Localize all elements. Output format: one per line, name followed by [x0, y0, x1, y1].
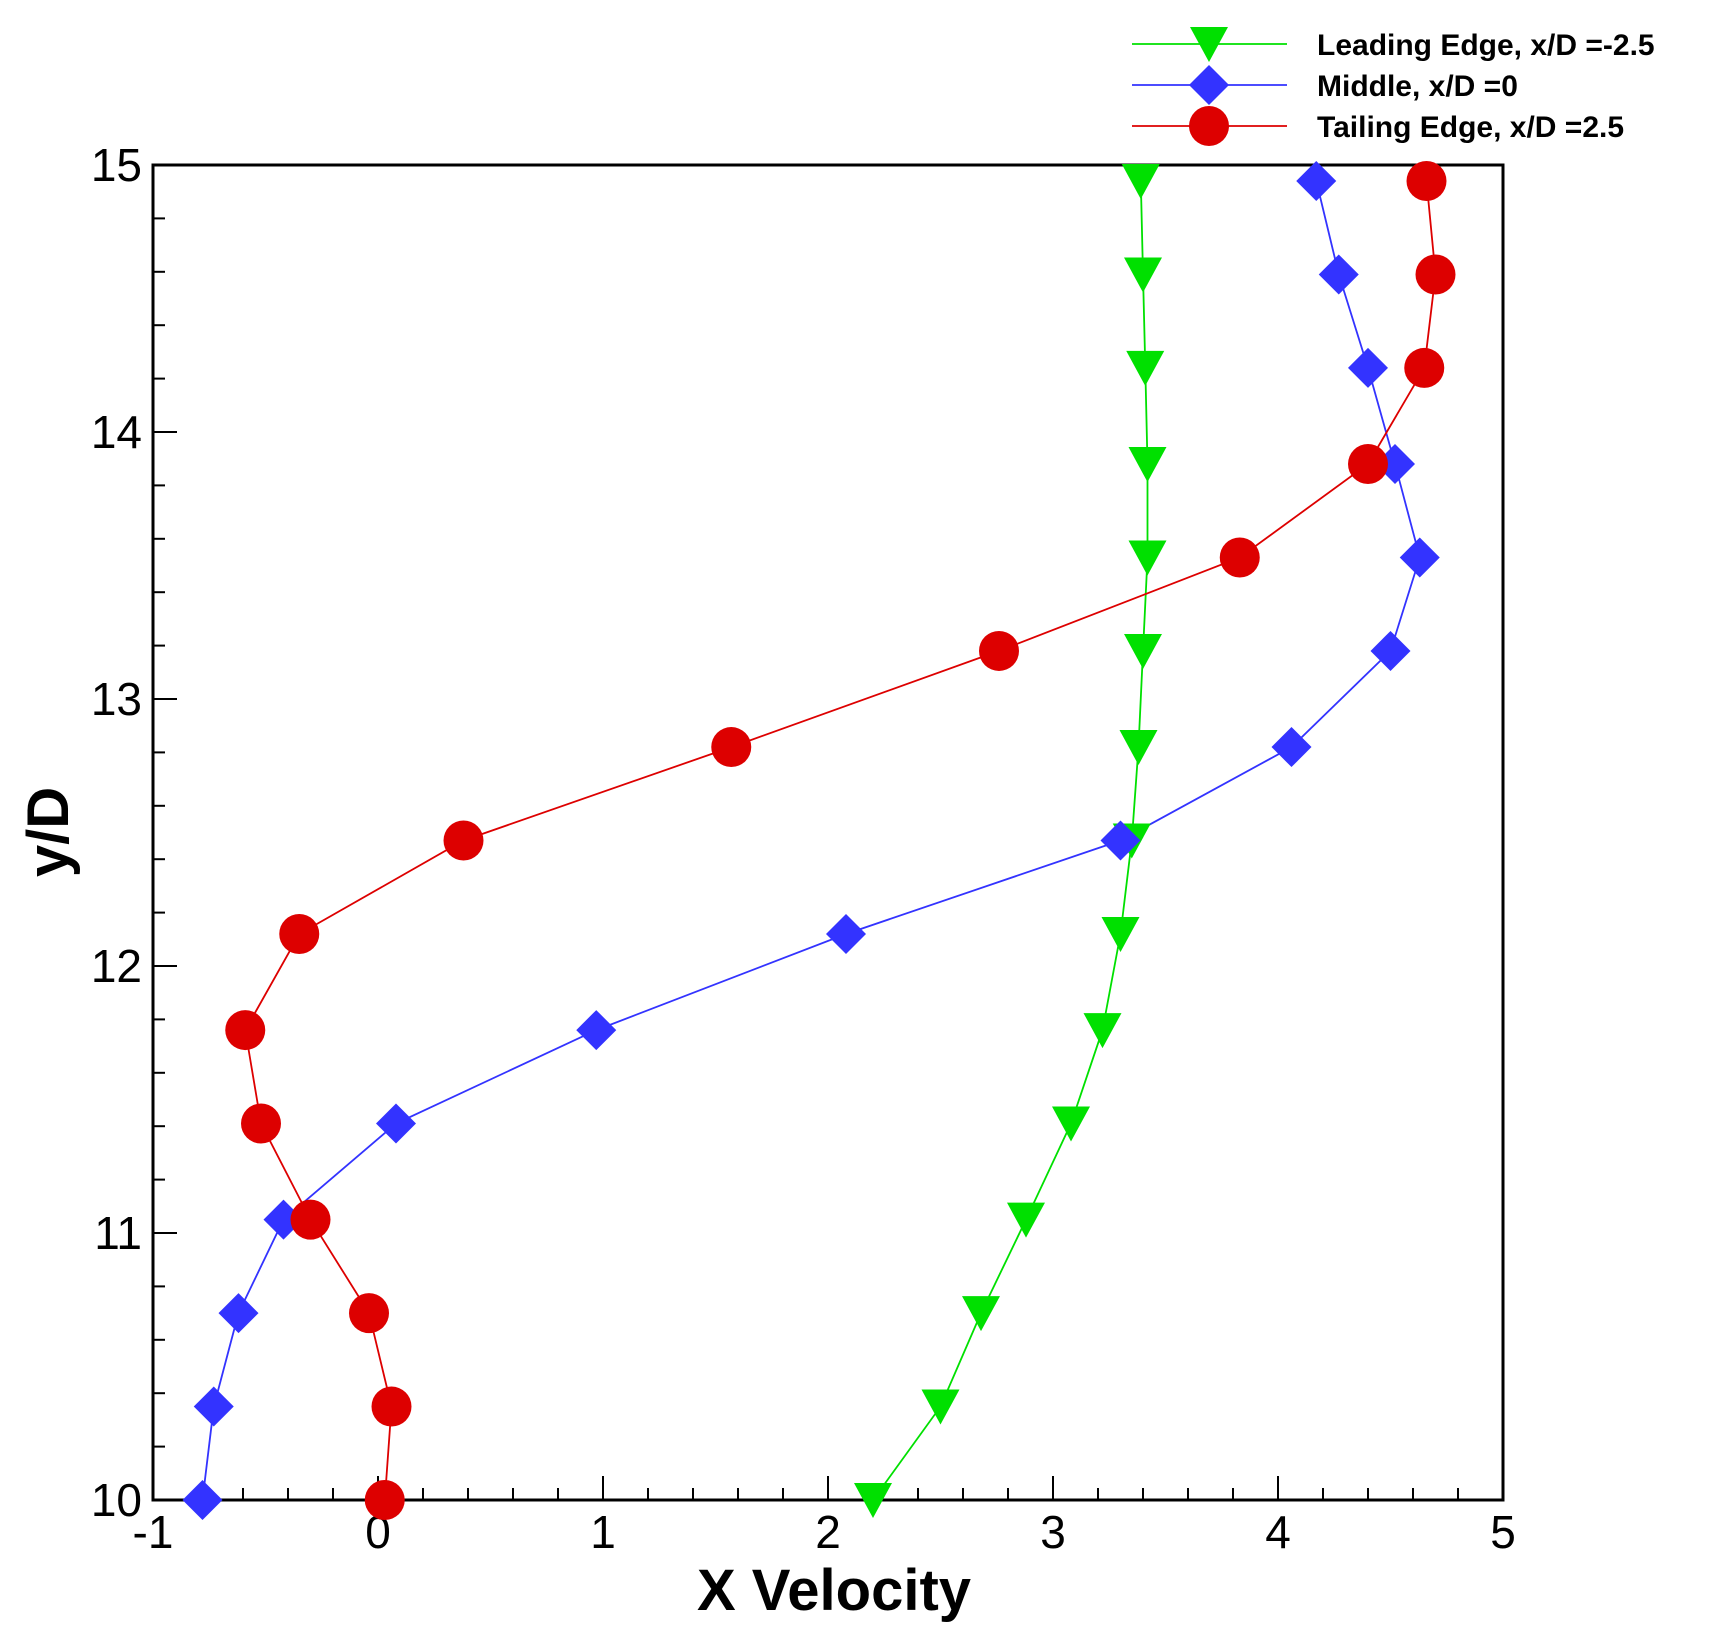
y-tick-label: 11	[94, 1207, 142, 1259]
series-2-point	[290, 1199, 331, 1240]
legend-marker-2	[1189, 106, 1229, 146]
x-tick-label: -1	[133, 1506, 174, 1558]
legend-label-0: Leading Edge, x/D =-2.5	[1317, 29, 1655, 62]
y-tick-label: 12	[91, 940, 142, 992]
series-2-point	[364, 1480, 405, 1520]
series-0-point	[1121, 164, 1160, 200]
x-tick-label: 3	[1040, 1506, 1066, 1558]
series-1-point	[826, 913, 866, 954]
series-line-2	[244, 180, 1437, 1501]
y-tick-label: 13	[91, 673, 142, 725]
minor-ticks	[152, 164, 1504, 1501]
series-0-point	[962, 1296, 1000, 1332]
series-2-point	[1219, 537, 1260, 578]
series-1-point	[1271, 727, 1312, 768]
legend-marker-0	[1190, 27, 1228, 62]
y-tick-label: 10	[91, 1474, 142, 1526]
series-1-point	[193, 1386, 234, 1427]
series-0-point	[1128, 540, 1167, 576]
x-tick-label: 5	[1490, 1506, 1516, 1558]
series-2-point	[443, 820, 484, 861]
series-1-point	[218, 1293, 259, 1334]
series-0-point	[1126, 350, 1165, 386]
series-2-point	[279, 913, 320, 954]
series-1-point	[1370, 630, 1411, 671]
series-0-point	[1101, 916, 1140, 952]
series-1-point	[1296, 161, 1337, 202]
series-2-point	[1404, 347, 1445, 388]
y-tick-label: 14	[91, 406, 142, 458]
series-1-point	[576, 1010, 617, 1051]
series-0-point	[921, 1389, 960, 1425]
series-0-point	[1119, 730, 1158, 766]
series-1-point	[1318, 254, 1359, 295]
x-tick-label: 2	[815, 1506, 841, 1558]
series-0-point	[1083, 1013, 1122, 1049]
series-2-point	[371, 1386, 412, 1427]
x-tick-label: 1	[590, 1506, 616, 1558]
series-2-point	[711, 727, 752, 768]
y-tick-label: 15	[91, 139, 142, 191]
series-1-point	[182, 1480, 223, 1520]
series-0-point	[1007, 1202, 1045, 1238]
series-markers	[182, 161, 1456, 1520]
series-0-point	[1128, 447, 1167, 483]
y-axis-title: y/D	[16, 787, 81, 877]
series-0-point	[854, 1483, 892, 1518]
series-2-point	[1348, 444, 1388, 485]
x-axis-title: X Velocity	[697, 1558, 971, 1623]
legend-label-2: Tailing Edge, x/D =2.5	[1317, 111, 1624, 144]
series-1-point	[1399, 537, 1440, 578]
series-lines	[201, 180, 1437, 1501]
series-0-point	[1124, 633, 1162, 669]
series-1-point	[1348, 347, 1388, 388]
series-0-point	[1052, 1106, 1090, 1142]
x-tick-label: 4	[1265, 1506, 1291, 1558]
legend: Leading Edge, x/D =-2.5 Middle, x/D =0 Tai…	[1132, 27, 1655, 146]
series-2-point	[1415, 254, 1456, 295]
series-2-point	[979, 630, 1019, 671]
series-2-point	[1406, 161, 1447, 202]
series-2-point	[225, 1010, 266, 1051]
series-0-point	[1124, 257, 1162, 293]
series-2-point	[349, 1293, 389, 1334]
legend-marker-1	[1189, 65, 1229, 105]
series-1-point	[376, 1103, 416, 1144]
series-1-point	[1100, 820, 1141, 861]
legend-label-1: Middle, x/D =0	[1317, 70, 1518, 103]
series-2-point	[241, 1103, 281, 1144]
